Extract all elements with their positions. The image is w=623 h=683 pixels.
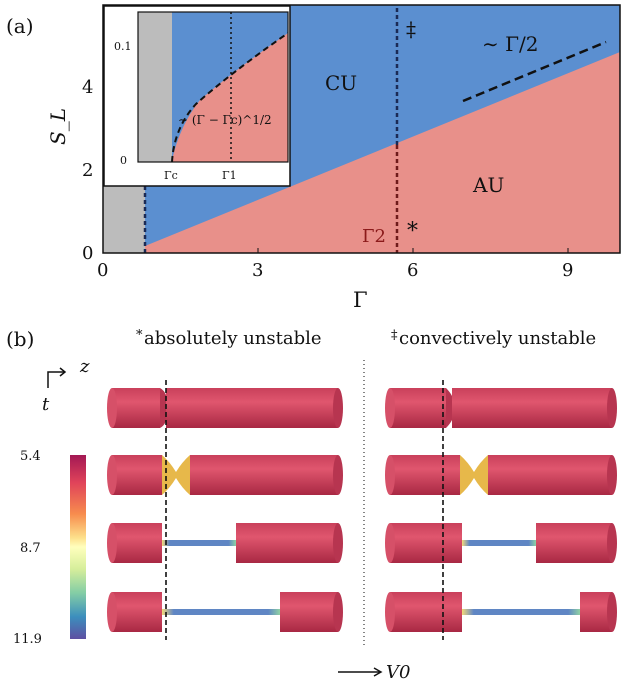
- inset-curve-label: ∼ (Γ − Γc)^1/2: [178, 113, 272, 127]
- colorbar: [70, 455, 86, 639]
- x-tick-6: 6: [407, 260, 418, 281]
- inset-sqrt-curve: [171, 32, 289, 163]
- x-tick-0: 0: [97, 260, 108, 281]
- right-row-1: [385, 388, 617, 428]
- inset-x-tick-g1: Γ1: [222, 169, 237, 182]
- y-tick-0: 0: [82, 243, 93, 264]
- inset: ∼ (Γ − Γc)^1/2 0 0.1 Γc Γ1: [103, 5, 291, 187]
- y-axis-label: S_L: [46, 108, 70, 145]
- inset-y-tick-01: 0.1: [114, 40, 132, 53]
- inset-frame: [137, 11, 289, 163]
- left-row-4: [107, 592, 343, 632]
- right-row-2: [385, 455, 617, 495]
- star-marker: *: [407, 219, 418, 244]
- flow-label: V0: [386, 662, 410, 683]
- colorbar-tick-mid: 8.7: [20, 541, 41, 556]
- left-row-2: [107, 455, 343, 495]
- right-title: convectively unstable: [399, 328, 596, 349]
- x-tick-9: 9: [562, 260, 573, 281]
- panel-a-label: (a): [6, 14, 34, 38]
- y-tick-2: 2: [82, 160, 93, 181]
- left-simulation: [107, 380, 343, 640]
- panel-b-label: (b): [6, 327, 34, 351]
- inset-x-tick-gc: Γc: [164, 169, 178, 182]
- cu-label: CU: [325, 71, 357, 95]
- phase-diagram: CU AU ∼ Γ/2 ‡ * Γ2 0 3 6 9 0 2 4 Γ S_L: [46, 4, 621, 312]
- flow-arrow: [338, 667, 383, 677]
- inset-y-tick-0: 0: [120, 154, 127, 167]
- left-title: absolutely unstable: [144, 328, 322, 349]
- au-label: AU: [472, 173, 504, 197]
- axes-indicator: [47, 367, 67, 388]
- y-tick-4: 4: [82, 77, 93, 98]
- axis-t-label: t: [42, 394, 50, 415]
- inset-gray-region: [138, 12, 172, 162]
- left-title-mark: *: [136, 328, 143, 343]
- dagger-marker: ‡: [406, 17, 416, 41]
- inset-au-region: [172, 33, 288, 162]
- colorbar-tick-top: 5.4: [20, 449, 41, 464]
- left-row-1: [107, 388, 343, 428]
- gamma2-label: Γ2: [362, 226, 386, 247]
- right-simulation: [385, 380, 617, 640]
- left-row-3: [107, 523, 343, 563]
- asymptote-label: ∼ Γ/2: [482, 32, 538, 56]
- right-row-3: [385, 523, 617, 563]
- asymptote-line: [462, 40, 607, 103]
- x-tick-3: 3: [252, 260, 263, 281]
- plot-frame: [102, 4, 621, 254]
- x-ticks: [102, 248, 569, 253]
- colorbar-tick-bottom: 11.9: [13, 632, 42, 647]
- gray-region: [103, 186, 145, 253]
- right-row-4: [385, 592, 617, 632]
- right-title-mark: ‡: [391, 328, 398, 343]
- x-axis-label: Γ: [353, 288, 368, 312]
- au-region: [145, 52, 620, 253]
- axis-z-label: z: [79, 356, 90, 377]
